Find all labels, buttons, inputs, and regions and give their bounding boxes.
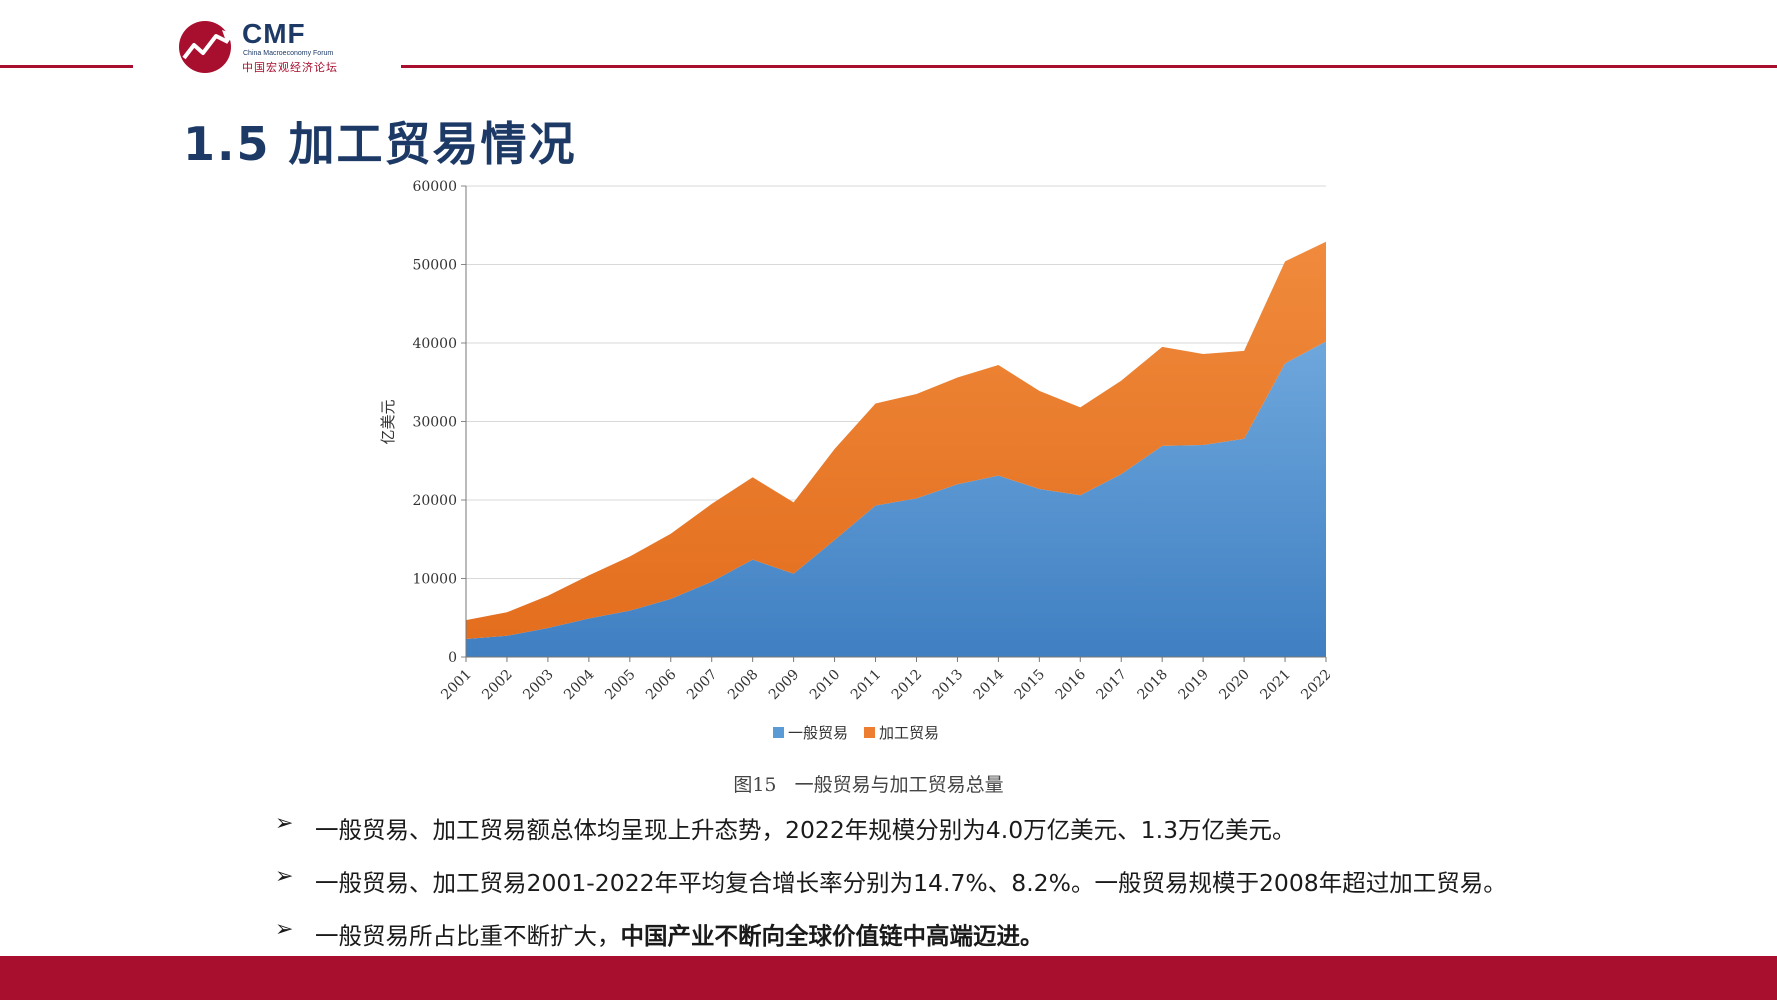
x-tick-label: 2015 bbox=[1012, 667, 1049, 704]
x-tick-label: 2013 bbox=[930, 667, 967, 704]
bullet-arrow-icon: ➢ bbox=[275, 917, 294, 942]
x-tick-label: 2022 bbox=[1298, 667, 1330, 704]
bullet-text: 一般贸易、加工贸易2001-2022年平均复合增长率分别为14.7%、8.2%。… bbox=[315, 869, 1507, 897]
legend-swatch-1 bbox=[773, 727, 784, 738]
x-tick-label: 2004 bbox=[561, 666, 598, 703]
slide-title: 1.5 加工贸易情况 bbox=[183, 117, 577, 171]
x-tick-label: 2002 bbox=[479, 667, 516, 704]
x-tick-label: 2010 bbox=[807, 667, 844, 704]
x-tick-label: 2012 bbox=[889, 667, 926, 704]
logo-subtitle: China Macroeconomy Forum bbox=[243, 50, 334, 57]
bullet-text: 一般贸易、加工贸易额总体均呈现上升态势，2022年规模分别为4.0万亿美元、1.… bbox=[315, 816, 1296, 844]
y-tick-label: 20000 bbox=[412, 493, 457, 509]
x-tick-label: 2021 bbox=[1257, 667, 1294, 704]
cmf-logo: CMF China Macroeconomy Forum 中国宏观经济论坛 bbox=[178, 18, 378, 76]
x-tick-label: 2016 bbox=[1053, 666, 1090, 703]
y-axis-label: 亿美元 bbox=[379, 399, 397, 444]
header-rule-left bbox=[0, 65, 133, 68]
x-tick-label: 2005 bbox=[602, 667, 639, 704]
stacked-area-chart: 0 10000 20000 30000 40000 50000 60000 2001 2002 2… bbox=[370, 170, 1335, 764]
x-tick-label: 2003 bbox=[520, 667, 557, 704]
x-tick-label: 2020 bbox=[1216, 667, 1253, 704]
bullet-text-wrap: 一般贸易所占比重不断扩大，中国产业不断向全球价值链中高端迈进。 bbox=[315, 917, 1044, 951]
header-rule-right bbox=[401, 65, 1777, 68]
x-tick-label: 2009 bbox=[766, 667, 803, 704]
series-area-1 bbox=[466, 341, 1326, 657]
y-tick-label: 30000 bbox=[412, 415, 457, 431]
x-tick-label: 2017 bbox=[1094, 667, 1131, 704]
x-tick-label: 2018 bbox=[1135, 667, 1172, 704]
x-tick-label: 2011 bbox=[848, 667, 885, 704]
y-tick-label: 40000 bbox=[412, 336, 457, 352]
series-area-2 bbox=[466, 241, 1326, 639]
x-tick-label: 2006 bbox=[643, 666, 680, 703]
footer-band bbox=[0, 956, 1777, 1000]
x-tick-label: 2014 bbox=[971, 666, 1008, 703]
logo-cn-name: 中国宏观经济论坛 bbox=[242, 61, 338, 74]
cmf-logo-mark-icon bbox=[179, 21, 234, 73]
y-tick-label: 0 bbox=[448, 650, 457, 666]
legend-label-1: 一般贸易 bbox=[788, 724, 848, 742]
figure-caption: 图15 一般贸易与加工贸易总量 bbox=[733, 774, 1004, 796]
y-tick-label: 10000 bbox=[412, 572, 457, 588]
x-tick-label: 2001 bbox=[438, 667, 475, 704]
legend-label-2: 加工贸易 bbox=[879, 724, 939, 742]
x-tick-label: 2008 bbox=[725, 667, 762, 704]
bullet-text-bold: 中国产业不断向全球价值链中高端迈进。 bbox=[620, 922, 1044, 950]
y-tick-label: 60000 bbox=[412, 179, 457, 195]
x-tick-label: 2019 bbox=[1175, 667, 1212, 704]
y-tick-label: 50000 bbox=[412, 258, 457, 274]
x-tick-label: 2007 bbox=[684, 667, 721, 704]
legend-swatch-2 bbox=[864, 727, 875, 738]
bullet-arrow-icon: ➢ bbox=[275, 864, 294, 889]
bullet-arrow-icon: ➢ bbox=[275, 811, 294, 836]
logo-name: CMF bbox=[242, 18, 306, 49]
bullet-text: 一般贸易所占比重不断扩大， bbox=[315, 922, 621, 950]
